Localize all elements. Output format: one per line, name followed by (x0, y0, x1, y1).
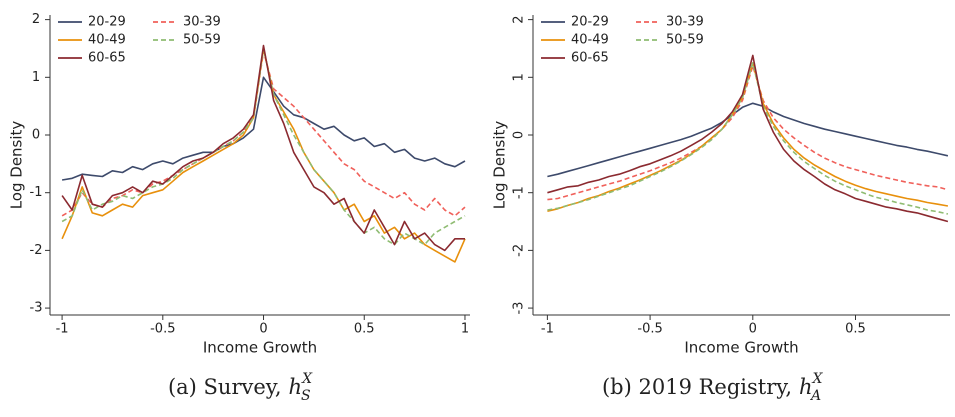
x-axis-label: Income Growth (684, 339, 798, 357)
series-line (61, 44, 465, 252)
x-tick-label: 0 (259, 322, 267, 337)
y-tick-label: -3 (30, 301, 43, 316)
y-axis-label: Log Density (8, 121, 26, 210)
legend-label: 30-39 (666, 15, 704, 30)
series-line (547, 54, 949, 223)
caption-symbol: h (289, 375, 303, 399)
caption-symbol: h (799, 375, 813, 399)
y-tick-label: -2 (30, 243, 43, 258)
y-tick-label: 2 (512, 15, 527, 23)
legend-label: 20-29 (571, 15, 609, 30)
x-tick-label: -1 (56, 322, 69, 337)
caption-text: (b) 2019 Registry, (602, 375, 792, 399)
caption: (a) Survey, hX S (168, 371, 313, 404)
y-tick-label: 1 (32, 70, 40, 85)
y-tick-label: 2 (32, 12, 40, 27)
y-tick-label: 0 (32, 128, 40, 143)
caption: (b) 2019 Registry, hX A (602, 371, 824, 404)
legend-label: 60-65 (571, 51, 609, 66)
series-line (547, 102, 949, 178)
y-tick-label: 0 (512, 131, 527, 139)
caption-sup: X (301, 371, 313, 387)
x-axis-label: Income Growth (203, 339, 317, 357)
legend-label: 60-65 (88, 51, 126, 66)
x-tick-label: -1 (541, 322, 554, 337)
legend-label: 20-29 (88, 15, 126, 30)
x-tick-label: 0.5 (354, 322, 375, 337)
caption-sub: S (301, 388, 311, 404)
legend-label: 40-49 (88, 33, 126, 48)
x-tick-label: -0.5 (637, 322, 662, 337)
series-line (61, 50, 466, 217)
caption-sub: A (809, 388, 821, 404)
x-tick-label: 0 (749, 322, 757, 337)
y-tick-label: -2 (512, 244, 527, 257)
series-line (61, 76, 466, 181)
caption-sup: X (812, 371, 824, 387)
caption-text: (a) Survey, (168, 375, 282, 399)
x-tick-label: -0.5 (150, 322, 175, 337)
legend-label: 50-59 (666, 33, 704, 48)
x-tick-label: 1 (461, 322, 469, 337)
y-tick-label: -1 (30, 185, 43, 200)
series-line (547, 65, 949, 201)
y-tick-label: -1 (512, 186, 527, 199)
legend-label: 40-49 (571, 33, 609, 48)
legend-label: 50-59 (183, 33, 221, 48)
y-tick-label: -3 (512, 302, 527, 315)
series-line (547, 62, 949, 215)
x-tick-label: 0.5 (845, 322, 866, 337)
y-tick-label: 1 (512, 73, 527, 81)
legend-label: 30-39 (183, 15, 221, 30)
y-axis-label: Log Density (491, 121, 509, 210)
